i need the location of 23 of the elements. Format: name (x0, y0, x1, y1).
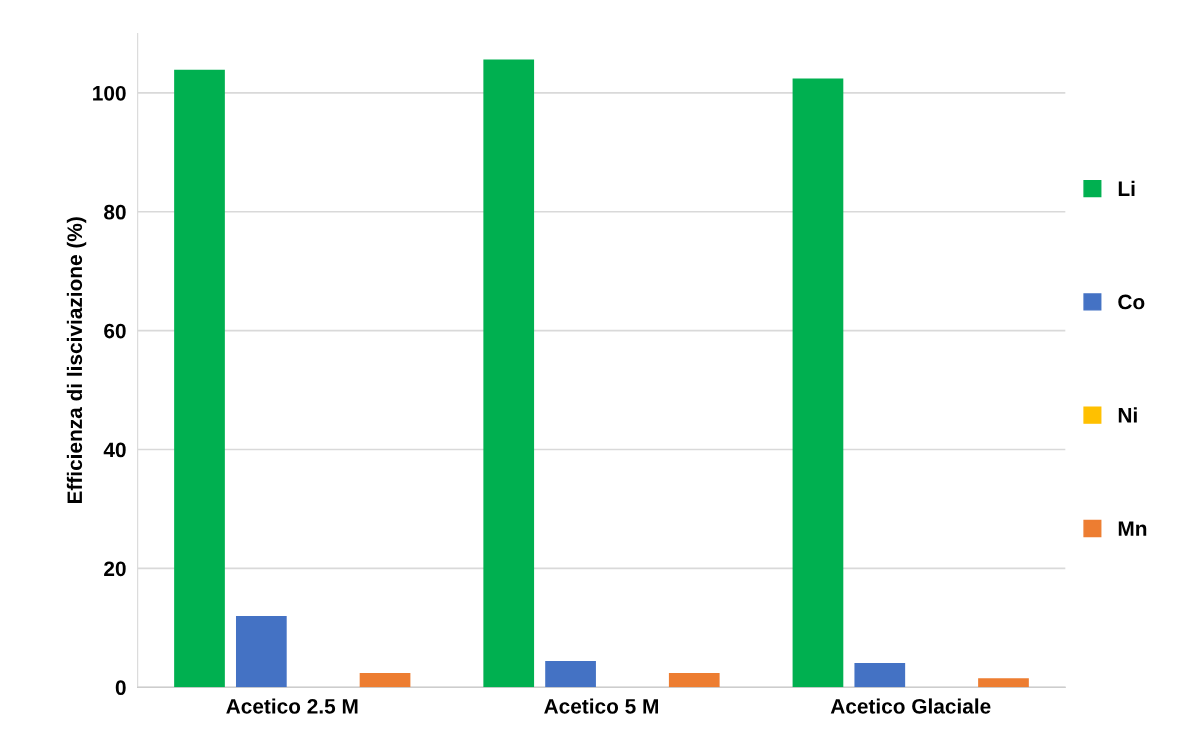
bar (792, 78, 844, 688)
bar (235, 615, 287, 688)
bar (359, 673, 411, 688)
x-tick-label: Acetico 5 M (544, 698, 658, 714)
x-tick-label: Acetico 2.5 M (226, 698, 358, 714)
bar (978, 678, 1029, 688)
legend-label: Co (1118, 294, 1145, 310)
bar (545, 661, 596, 688)
y-tick-label: 0 (115, 680, 126, 696)
y-tick-label: 20 (104, 561, 126, 577)
y-tick-label: 100 (93, 85, 126, 101)
y-tick-label: 80 (104, 204, 126, 220)
bar (854, 662, 906, 688)
legend-label: Li (1118, 180, 1135, 196)
y-axis-title: Efficienza di lisciviazione (%) (66, 217, 87, 504)
legend-label: Ni (1118, 407, 1137, 423)
y-tick-label: 40 (103, 442, 126, 458)
y-tick-label: 60 (104, 323, 126, 339)
x-tick-label: Acetico Glaciale (830, 698, 991, 714)
legend-label: Mn (1118, 521, 1147, 536)
bar (483, 59, 535, 688)
bar (668, 673, 720, 688)
bar (174, 69, 225, 688)
